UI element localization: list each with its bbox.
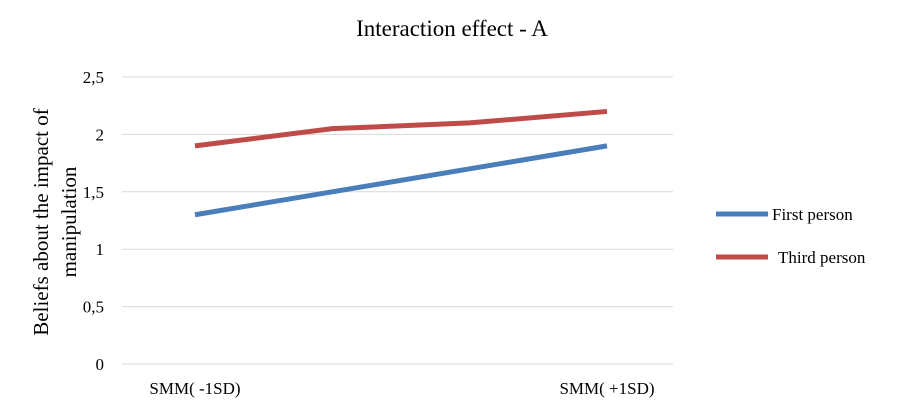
x-ticks: SMM( -1SD) SMM( +1SD) — [149, 379, 654, 398]
series-lines — [194, 108, 608, 218]
series-line-1 — [194, 108, 608, 149]
y-tick-label: 1,5 — [83, 183, 104, 202]
legend: First person Third person — [716, 205, 866, 267]
y-axis-label-line-1: Beliefs about the impact of — [29, 108, 53, 335]
series-line-0 — [194, 143, 608, 218]
legend-label-1: Third person — [778, 248, 866, 267]
x-tick-label: SMM( +1SD) — [559, 379, 654, 398]
y-tick-label: 2,5 — [83, 68, 104, 87]
y-tick-label: 1 — [96, 240, 105, 259]
x-tick-label: SMM( -1SD) — [149, 379, 240, 398]
chart-title: Interaction effect - A — [356, 16, 548, 41]
y-ticks: 0 0,5 1 1,5 2 2,5 — [83, 68, 104, 374]
y-tick-label: 2 — [96, 125, 105, 144]
y-axis-label: Beliefs about the impact of manipulation — [29, 108, 81, 335]
gridlines — [122, 76, 673, 365]
y-tick-label: 0,5 — [83, 298, 104, 317]
legend-label-0: First person — [772, 205, 853, 224]
y-axis-label-line-2: manipulation — [57, 166, 81, 277]
y-tick-label: 0 — [96, 355, 105, 374]
